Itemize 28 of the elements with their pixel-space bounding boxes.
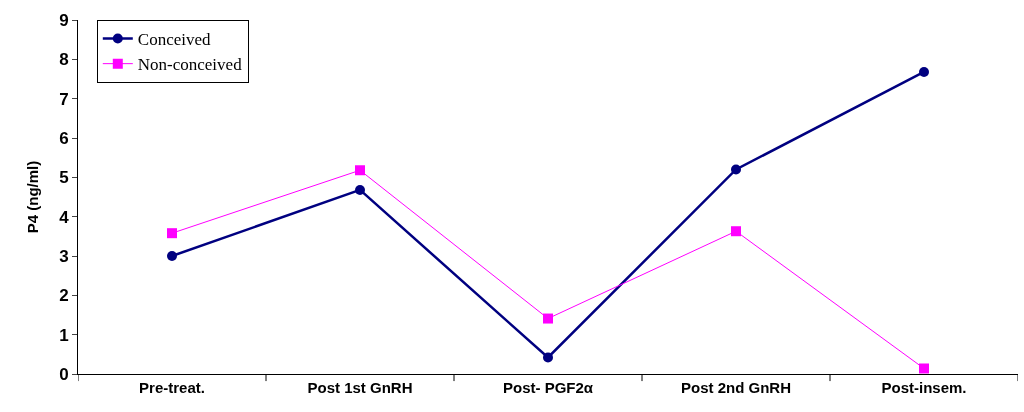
y-tick-label: 9 bbox=[59, 10, 69, 30]
y-axis-title: P4 (ng/ml) bbox=[24, 160, 41, 234]
legend-label: Non-conceived bbox=[137, 55, 243, 75]
y-tick-label: 5 bbox=[59, 168, 69, 188]
point bbox=[543, 313, 553, 324]
y-tick-label: 4 bbox=[59, 207, 70, 227]
legend-label: Conceived bbox=[137, 30, 211, 50]
point bbox=[167, 251, 177, 261]
point bbox=[731, 164, 741, 175]
x-tick-label: Post-insem. bbox=[881, 379, 967, 396]
point bbox=[919, 363, 929, 374]
y-tick-label: 0 bbox=[59, 364, 69, 384]
point bbox=[731, 226, 741, 237]
point bbox=[543, 352, 553, 363]
y-tick-label: 2 bbox=[59, 286, 69, 306]
point bbox=[167, 228, 177, 239]
y-tick-label: 7 bbox=[59, 89, 69, 109]
point bbox=[355, 184, 365, 195]
x-tick-label: Post 2nd GnRH bbox=[680, 379, 792, 396]
y-tick-label: 6 bbox=[59, 128, 69, 148]
x-tick-label: Pre-treat. bbox=[139, 379, 205, 396]
point bbox=[919, 66, 929, 77]
y-tick-label: 3 bbox=[59, 246, 69, 266]
point bbox=[355, 165, 365, 176]
y-tick-label: 1 bbox=[59, 325, 69, 345]
y-tick-label: 8 bbox=[59, 50, 69, 70]
x-tick-label: Post 1st GnRH bbox=[307, 379, 413, 396]
x-tick-label: Post- PGF2α bbox=[502, 379, 594, 396]
